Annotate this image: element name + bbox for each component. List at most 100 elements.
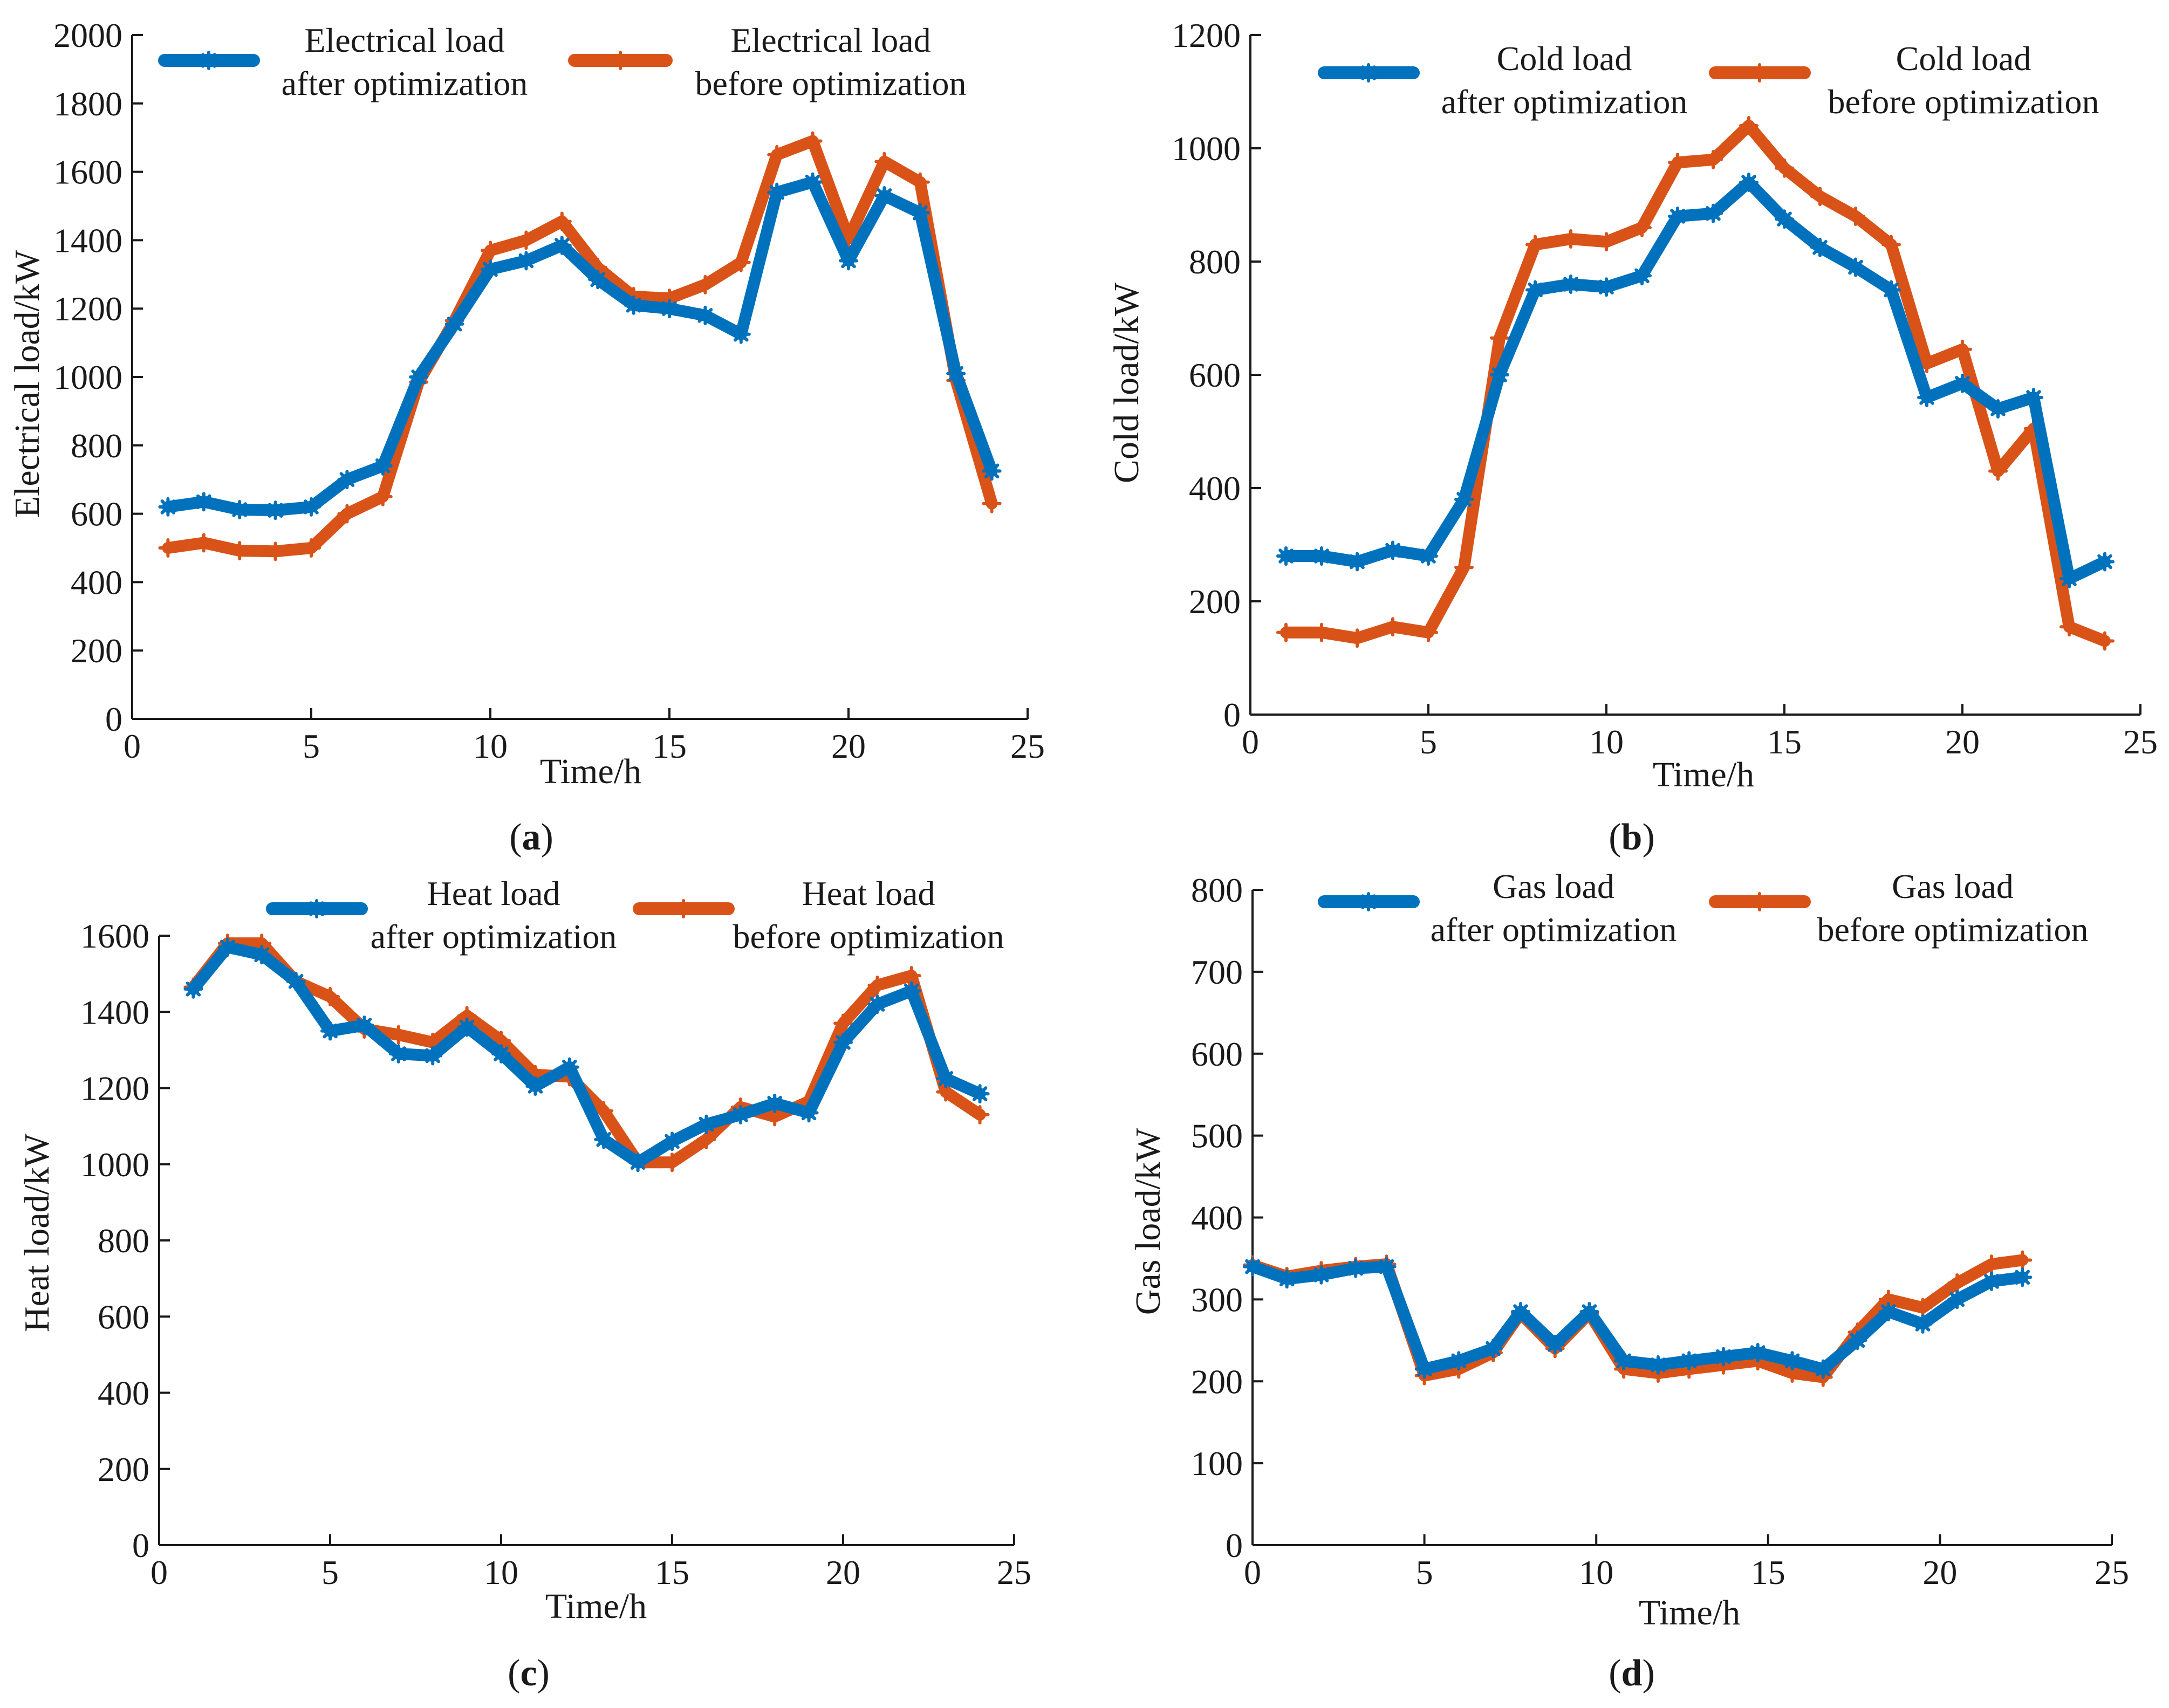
panel-b-x-tick-label: 10 xyxy=(1589,723,1624,761)
panel-c-point-before xyxy=(594,1101,614,1121)
panel-c-point-after xyxy=(936,1068,956,1088)
panel-b-point-after xyxy=(1312,546,1331,566)
panel-c-point-after xyxy=(867,994,887,1014)
panel-b-point-before xyxy=(1383,617,1402,637)
panel-d-point-after xyxy=(2013,1267,2033,1287)
panel-c-line-after xyxy=(187,941,986,1169)
panel-a-point-before xyxy=(982,493,1002,513)
panel-b-line-after xyxy=(1280,176,2111,585)
panel-a-point-before xyxy=(337,504,357,524)
panel-b-legend-before-line1: Cold load xyxy=(1896,39,2031,78)
panel-d-axes: 0 5 10 15 20 25 0 100 200 300 400 500 600 700 800 xyxy=(1191,871,2129,1592)
panel-c-legend: Heat load after optimization Heat load b… xyxy=(266,874,1004,956)
panel-c-point-after xyxy=(252,945,272,965)
panel-b-axes: 0 5 10 15 20 25 0 200 400 600 800 1000 1200 xyxy=(1172,16,2158,761)
panel-d-ylabel: Gas load/kW xyxy=(1128,1128,1168,1315)
panel-c-point-after xyxy=(662,1131,682,1151)
panel-d-line-after xyxy=(1247,1260,2029,1375)
panel-b-point-after xyxy=(1703,203,1723,223)
panel-d-x-tick-label: 25 xyxy=(2095,1553,2129,1592)
panel-b-point-before xyxy=(1739,116,1759,135)
panel-b-point-before xyxy=(1525,235,1545,255)
panel-a-y-tick-label: 1600 xyxy=(53,153,122,191)
panel-c-point-after xyxy=(423,1046,443,1066)
panel-a-point-after xyxy=(265,500,285,520)
panel-a-point-before xyxy=(731,252,751,272)
panel-a-point-after xyxy=(624,295,644,315)
panel-d-point-after xyxy=(1614,1351,1634,1371)
panel-b-point-after xyxy=(1525,280,1545,300)
panel-b-y-tick-label: 1000 xyxy=(1172,129,1241,168)
panel-c-x-tick-label: 5 xyxy=(321,1553,339,1592)
panel-b-legend-marker-before xyxy=(1750,63,1769,83)
panel-d-point-after xyxy=(1449,1351,1469,1371)
panel-d-y-tick-label: 800 xyxy=(1191,871,1243,909)
panel-a-point-after xyxy=(409,367,429,387)
panel-a-point-before xyxy=(695,275,715,294)
panel-b-xlabel: Time/h xyxy=(1653,755,1754,794)
panel-c-point-before xyxy=(388,1025,408,1045)
panel-a-electrical-load-chart: Electrical load/kW Time/h Electrical loa… xyxy=(8,16,1045,858)
panel-a-line-before xyxy=(162,135,998,558)
panel-c-point-before xyxy=(901,966,921,986)
panel-d-x-tick-label: 20 xyxy=(1922,1553,1957,1592)
panel-a-y-tick-label: 1800 xyxy=(53,85,122,123)
panel-c-point-before xyxy=(696,1129,716,1149)
panel-b-point-before xyxy=(1846,207,1865,226)
panel-d-point-after xyxy=(1679,1351,1699,1371)
panel-b-point-after xyxy=(1419,546,1438,566)
panel-c-point-after xyxy=(799,1103,819,1123)
panel-d-legend-before-line2: before optimization xyxy=(1817,910,2089,949)
panel-b-point-after xyxy=(1881,280,1901,300)
panel-b-point-after xyxy=(1383,540,1402,560)
panel-a-y-tick-label: 800 xyxy=(71,427,122,465)
panel-d-y-tick-label: 100 xyxy=(1191,1444,1243,1483)
panel-d-x-tick-label: 15 xyxy=(1751,1553,1785,1592)
panel-b-y-tick-label: 0 xyxy=(1223,696,1241,734)
panel-d-point-after xyxy=(1579,1302,1599,1322)
panel-c-y-tick-label: 400 xyxy=(98,1374,149,1412)
panel-b-point-before xyxy=(1668,153,1687,173)
panel-a-point-after xyxy=(660,299,679,319)
panel-d-point-after xyxy=(1346,1258,1366,1278)
panel-c-point-after xyxy=(594,1129,614,1149)
panel-d-point-after xyxy=(1848,1330,1867,1350)
panel-c-point-after xyxy=(970,1084,990,1104)
panel-c-point-after xyxy=(696,1114,716,1134)
panel-b-point-after xyxy=(1454,490,1474,509)
panel-a-point-after xyxy=(839,251,858,271)
panel-d-y-tick-label: 700 xyxy=(1191,953,1243,991)
panel-d-y-tick-label: 500 xyxy=(1191,1117,1243,1155)
panel-a-point-after xyxy=(982,461,1002,481)
panel-d-point-after xyxy=(1947,1289,1967,1309)
panel-a-point-after xyxy=(194,492,214,512)
panel-c-series-after xyxy=(183,937,990,1172)
panel-a-point-after xyxy=(588,270,608,290)
panel-a-point-after xyxy=(552,235,572,255)
panel-d-point-before xyxy=(2013,1250,2033,1270)
panel-b-point-before xyxy=(1419,622,1438,642)
panel-c-series-before xyxy=(183,934,990,1172)
panel-d-y-tick-label: 0 xyxy=(1226,1526,1243,1565)
panel-b-point-before xyxy=(1953,339,1972,359)
panel-c-point-after xyxy=(559,1057,579,1077)
panel-d-point-after xyxy=(1511,1302,1531,1322)
panel-d-series-after xyxy=(1243,1257,2033,1379)
panel-b-point-after xyxy=(2095,552,2115,572)
panel-c-point-after xyxy=(525,1076,545,1096)
panel-d-x-tick-label: 0 xyxy=(1244,1553,1261,1592)
panel-b-point-after xyxy=(1632,266,1652,286)
panel-c-caption-letter: c xyxy=(520,1652,537,1694)
panel-a-point-before xyxy=(230,541,250,561)
panel-a-xlabel: Time/h xyxy=(540,752,641,791)
panel-b-point-before xyxy=(1988,461,2008,481)
panel-b-point-after xyxy=(1597,277,1616,297)
panel-b-x-tick-label: 0 xyxy=(1242,723,1259,761)
panel-c-point-after xyxy=(901,981,921,1001)
panel-c-point-after xyxy=(730,1105,750,1124)
panel-d-point-after xyxy=(1878,1302,1898,1322)
panel-d-legend-after-line1: Gas load xyxy=(1493,867,1614,906)
panel-b-point-after xyxy=(1775,209,1794,229)
panel-a-point-before xyxy=(552,211,572,231)
panel-d-point-before xyxy=(1981,1254,2001,1274)
